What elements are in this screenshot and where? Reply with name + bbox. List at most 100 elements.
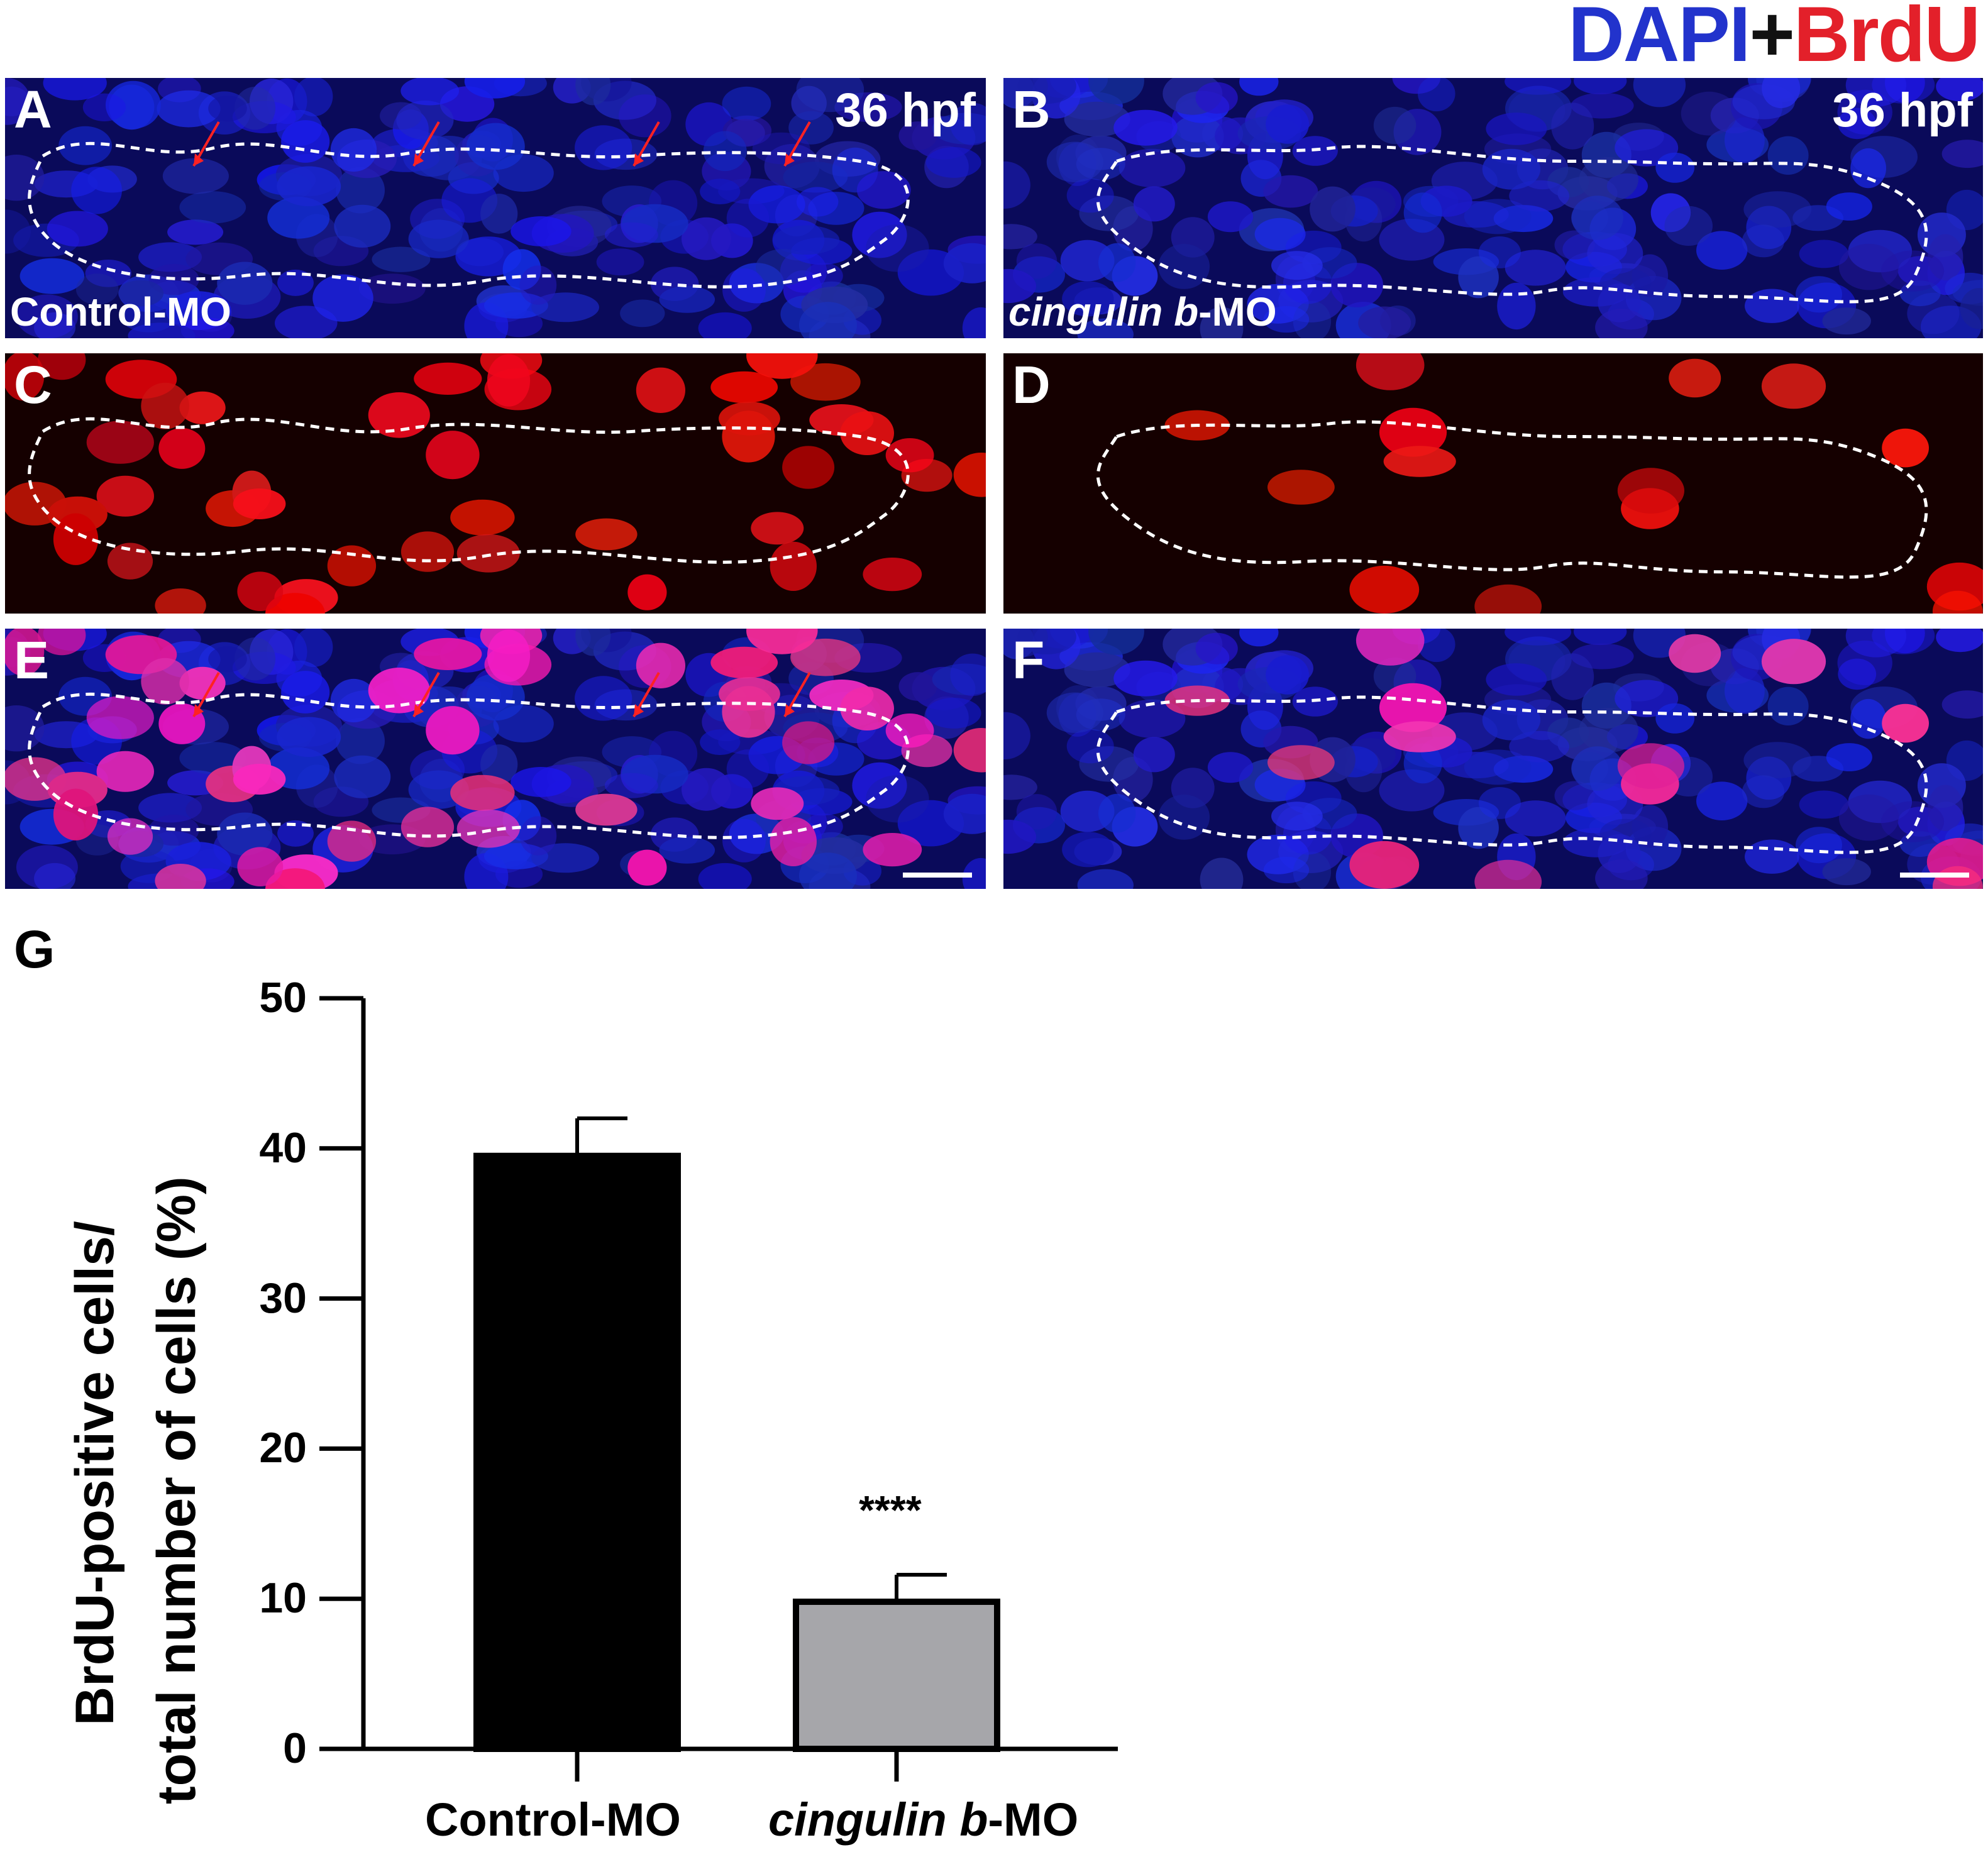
- dapi-nucleus: [294, 78, 333, 117]
- dapi-nucleus: [157, 90, 221, 128]
- dapi-nucleus: [1403, 743, 1442, 784]
- dapi-nucleus: [898, 672, 937, 701]
- brdu-nucleus: [237, 571, 284, 611]
- brdu-nucleus: [1882, 703, 1929, 743]
- dapi-nucleus: [797, 187, 839, 217]
- brdu-nucleus: [863, 558, 922, 592]
- dapi-nucleus: [1077, 318, 1134, 338]
- dapi-nucleus: [217, 812, 273, 856]
- dapi-nucleus: [1762, 78, 1801, 109]
- brdu-nucleus: [1383, 721, 1456, 752]
- dapi-nucleus: [1936, 629, 1983, 653]
- dapi-nucleus: [1118, 699, 1186, 738]
- tissue-outline: [1096, 695, 1928, 854]
- dapi-nucleus: [575, 676, 632, 721]
- brdu-nucleus: [782, 446, 835, 489]
- dapi-nucleus: [1003, 268, 1037, 304]
- brdu-nucleus: [575, 518, 638, 551]
- brdu-nucleus: [155, 864, 206, 889]
- dapi-nucleus: [138, 242, 202, 272]
- dapi-nucleus: [1551, 102, 1594, 150]
- panel-d-image: [1096, 353, 1983, 614]
- dapi-nucleus: [950, 653, 986, 697]
- dapi-nucleus: [620, 299, 665, 328]
- red-arrowhead: [414, 704, 424, 717]
- dapi-nucleus: [5, 155, 45, 201]
- dapi-nucleus: [1493, 205, 1554, 233]
- dapi-nucleus: [1826, 743, 1872, 771]
- brdu-nucleus: [1669, 358, 1721, 398]
- panel-b-label: B: [1012, 80, 1051, 139]
- dapi-nucleus: [480, 744, 518, 785]
- dapi-nucleus: [16, 294, 78, 338]
- dapi-nucleus: [336, 718, 385, 764]
- dapi-nucleus: [267, 197, 330, 239]
- panel-c-image: [5, 353, 986, 614]
- brdu-nucleus: [1267, 745, 1335, 780]
- brdu-nucleus: [86, 421, 154, 464]
- dapi-nucleus: [726, 199, 770, 238]
- brdu-nucleus: [179, 391, 226, 424]
- brdu-nucleus: [179, 666, 226, 700]
- dapi-nucleus: [1464, 749, 1532, 785]
- dapi-nucleus: [34, 312, 76, 338]
- dapi-nucleus: [16, 845, 78, 889]
- dapi-nucleus: [1838, 243, 1899, 290]
- brdu-nucleus: [953, 728, 986, 773]
- dapi-nucleus: [852, 211, 907, 258]
- dapi-nucleus: [1207, 201, 1254, 233]
- dapi-nucleus: [43, 78, 107, 101]
- brdu-nucleus: [1379, 407, 1447, 457]
- dapi-nucleus: [1745, 289, 1799, 323]
- panel-a-stage: 36 hpf: [835, 84, 976, 137]
- brdu-nucleus: [426, 431, 480, 480]
- dapi-nucleus: [1850, 698, 1886, 739]
- dapi-nucleus: [1505, 78, 1572, 95]
- panel-f-scale-bar: [1900, 873, 1969, 878]
- brdu-nucleus: [38, 629, 86, 656]
- red-arrowhead: [634, 704, 644, 717]
- dapi-nucleus: [1478, 787, 1521, 819]
- dapi-nucleus: [1003, 774, 1037, 800]
- panel-b-image: [1003, 78, 1983, 338]
- dapi-nucleus: [1239, 629, 1279, 647]
- dapi-nucleus: [726, 749, 770, 788]
- brdu-nucleus: [450, 774, 515, 811]
- dapi-nucleus: [1403, 192, 1442, 233]
- dapi-nucleus: [950, 102, 986, 146]
- dapi-nucleus: [1796, 276, 1842, 313]
- brdu-nucleus: [953, 453, 986, 497]
- dapi-nucleus: [943, 243, 986, 284]
- dapi-nucleus: [217, 262, 273, 305]
- dapi-nucleus: [334, 755, 391, 798]
- dapi-nucleus: [312, 274, 373, 322]
- dapi-nucleus: [34, 862, 76, 889]
- dapi-nucleus: [1358, 306, 1411, 338]
- dapi-nucleus: [162, 158, 229, 194]
- legend-dapi: DAPI: [1568, 0, 1750, 78]
- panel-f-merge-cingulin: F: [1003, 629, 1983, 889]
- dapi-nucleus: [1113, 109, 1178, 146]
- dapi-nucleus: [1486, 663, 1547, 696]
- x-category-label-cingulin: cingulin b-MO: [768, 1793, 1078, 1846]
- dapi-nucleus: [575, 629, 611, 656]
- bar-control-mo: [473, 1152, 681, 1752]
- dapi-nucleus: [234, 87, 276, 130]
- bar-cingulin-b-mo: [793, 1598, 1000, 1753]
- panel-g-label: G: [14, 920, 55, 979]
- dapi-nucleus: [1579, 708, 1638, 753]
- dapi-nucleus: [962, 307, 986, 338]
- dapi-nucleus: [773, 225, 840, 255]
- dapi-nucleus: [1554, 781, 1595, 810]
- dapi-nucleus: [604, 222, 658, 248]
- panel-b-gene: cingulin b: [1008, 289, 1199, 334]
- panel-a-condition: Control-MO: [10, 289, 231, 334]
- y-tick-label: 50: [259, 974, 307, 1022]
- dapi-nucleus: [1574, 78, 1627, 95]
- dapi-nucleus: [1271, 251, 1323, 280]
- dapi-nucleus: [1066, 729, 1114, 764]
- brdu-nucleus: [575, 793, 638, 826]
- dapi-nucleus: [1239, 78, 1279, 96]
- brdu-nucleus: [456, 809, 520, 848]
- dapi-nucleus: [722, 268, 766, 312]
